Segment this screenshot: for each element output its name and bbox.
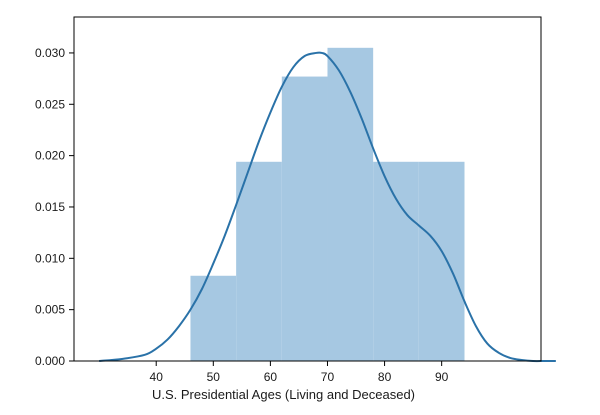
y-tick-label: 0.025	[35, 97, 65, 111]
y-tick-label: 0.020	[35, 149, 65, 163]
histogram-bars	[190, 47, 465, 361]
x-tick-label: 40	[150, 370, 164, 384]
histogram-bar-2	[236, 161, 282, 361]
x-tick-label: 50	[207, 370, 221, 384]
x-tick-label: 60	[264, 370, 278, 384]
x-axis-ticks: 40 50 60 70 80 90	[150, 361, 449, 384]
x-axis-title: U.S. Presidential Ages (Living and Decea…	[152, 387, 415, 402]
plot-frame	[73, 16, 542, 362]
kde-density-curve	[99, 51, 556, 363]
y-tick-label: 0.015	[35, 200, 65, 214]
histogram-bar-4	[327, 47, 374, 361]
histogram-bar-1	[190, 275, 237, 361]
y-tick-label: 0.010	[35, 251, 65, 265]
x-tick-label: 90	[435, 370, 449, 384]
y-tick-label: 0.000	[35, 354, 65, 368]
y-axis-ticks: 0.000 0.005 0.010 0.015 0.020 0.025 0.030	[35, 46, 74, 368]
x-tick-label: 80	[378, 370, 392, 384]
x-tick-label: 70	[321, 370, 335, 384]
histogram-bar-5	[373, 161, 419, 361]
y-tick-label: 0.030	[35, 46, 65, 60]
histogram-bar-6	[418, 161, 465, 361]
kde-curve-layer	[99, 51, 556, 363]
histogram-bar-3	[281, 76, 328, 361]
y-tick-label: 0.005	[35, 303, 65, 317]
